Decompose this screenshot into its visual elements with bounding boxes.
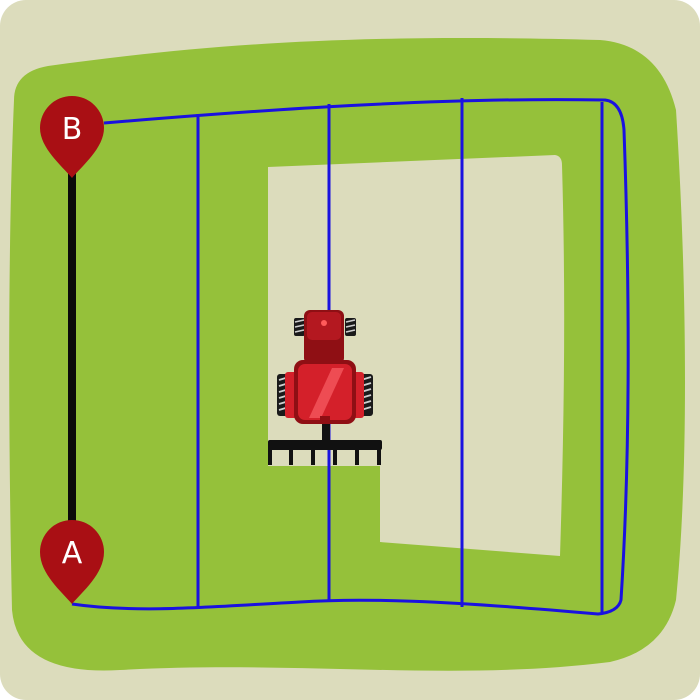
guidance-boundary-path	[71, 98, 630, 616]
point-b-label: B	[62, 112, 83, 147]
map-pin-icon: A	[40, 520, 104, 604]
tractor-icon	[268, 310, 382, 465]
pin-b-marker	[40, 96, 104, 178]
harrow-icon	[268, 420, 382, 465]
front-wheels	[294, 318, 356, 336]
cab-glare	[309, 368, 344, 418]
map-pin-icon: B	[40, 96, 104, 178]
unworked-area	[268, 155, 565, 556]
tractor-light	[321, 320, 327, 326]
point-a-label: A	[62, 536, 83, 571]
pin-a-marker	[40, 520, 104, 604]
